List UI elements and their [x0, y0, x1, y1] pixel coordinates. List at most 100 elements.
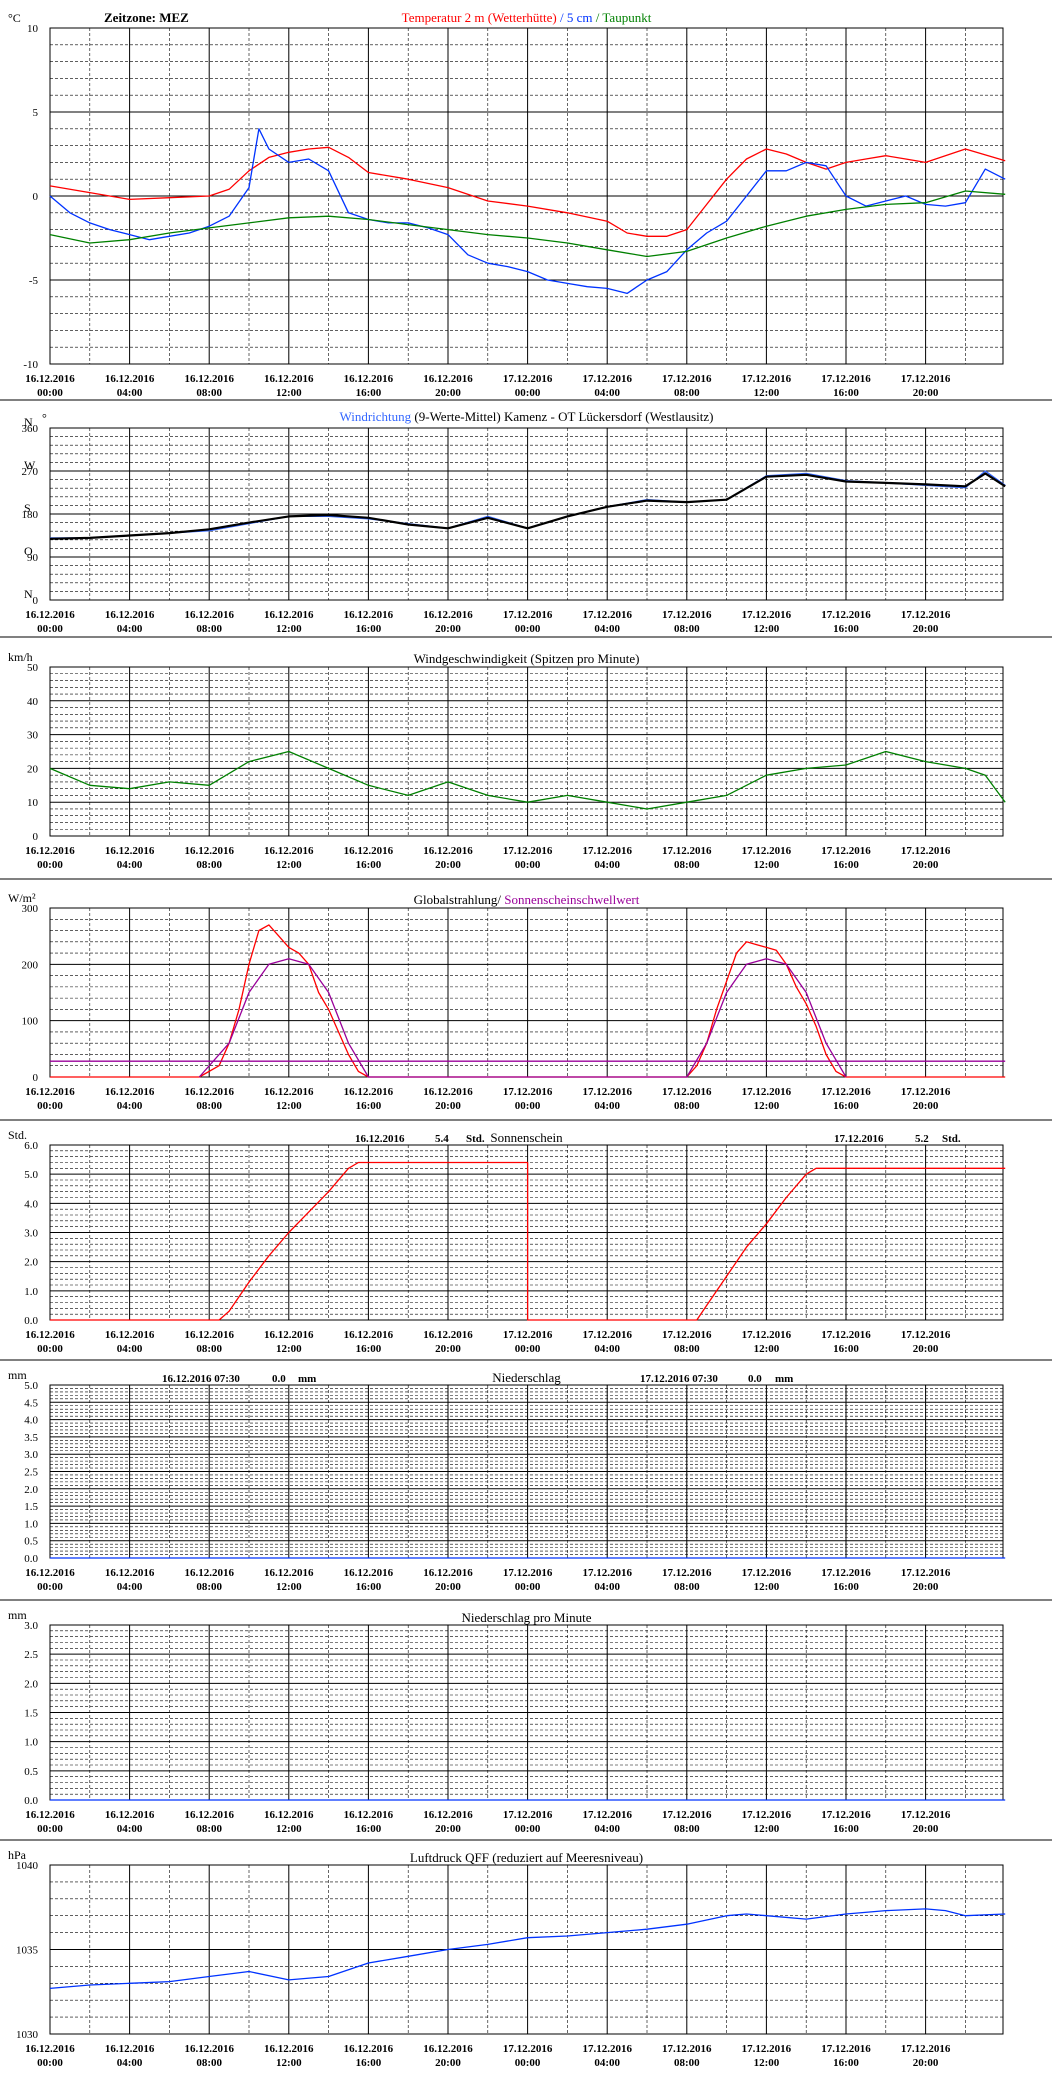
y-tick-label: 0.0	[24, 1553, 38, 1565]
x-tick-date: 17.12.2016	[821, 1809, 871, 1821]
x-tick-time: 16:00	[833, 859, 859, 871]
series-5-cm	[49, 128, 1006, 295]
x-tick-date: 17.12.2016	[582, 609, 632, 621]
x-tick-date: 17.12.2016	[662, 1086, 712, 1098]
x-tick-time: 08:00	[674, 1100, 700, 1112]
y-tick-label: 5.0	[24, 1169, 38, 1181]
x-tick-date: 16.12.2016	[264, 845, 314, 857]
x-tick-date: 16.12.2016	[344, 1567, 394, 1579]
x-tick-date: 17.12.2016	[582, 1809, 632, 1821]
compass-label: W	[24, 458, 36, 472]
x-tick-time: 04:00	[594, 1823, 620, 1835]
x-tick-date: 17.12.2016	[503, 845, 553, 857]
x-tick-time: 04:00	[117, 1100, 143, 1112]
x-tick-date: 16.12.2016	[184, 1567, 234, 1579]
x-tick-time: 12:00	[276, 2057, 302, 2069]
x-tick-date: 16.12.2016	[264, 1329, 314, 1341]
annotation-unit: Std.	[942, 1133, 961, 1145]
annotation-date: 17.12.2016 07:30	[640, 1373, 718, 1385]
x-tick-time: 20:00	[435, 623, 461, 635]
y-tick-label: 200	[22, 959, 39, 971]
x-tick-date: 17.12.2016	[901, 609, 951, 621]
x-tick-time: 04:00	[117, 859, 143, 871]
x-tick-time: 00:00	[37, 1100, 63, 1112]
series-windgeschwindigkeit	[49, 750, 1006, 810]
x-tick-date: 17.12.2016	[503, 373, 553, 385]
y-tick-label: 5.0	[24, 1380, 38, 1392]
plot-frame	[49, 427, 1004, 601]
y-tick-label: 1.5	[24, 1501, 38, 1513]
x-tick-date: 17.12.2016	[662, 1567, 712, 1579]
plot-frame	[49, 907, 1004, 1078]
y-tick-label: 0	[33, 831, 39, 843]
x-tick-time: 16:00	[356, 2057, 382, 2069]
x-tick-date: 16.12.2016	[105, 845, 155, 857]
y-tick-label: 2.0	[24, 1484, 38, 1496]
x-tick-time: 16:00	[833, 387, 859, 399]
panel-precipitation: 5.0 4.5 4.0 3.5 3.0 2.5 2.0 1.5 1.0 0.5 0.0 mm Niede…	[0, 1359, 1052, 1593]
y-tick-label: 0.5	[24, 1766, 38, 1778]
x-tick-time: 00:00	[515, 1823, 541, 1835]
degree-mark: °	[42, 411, 47, 425]
annotation-value: 0.0	[272, 1373, 286, 1385]
x-tick-time: 00:00	[515, 623, 541, 635]
x-tick-time: 00:00	[37, 1343, 63, 1355]
x-tick-time: 20:00	[913, 859, 939, 871]
x-tick-date: 17.12.2016	[742, 1086, 792, 1098]
unit-label: hPa	[8, 1848, 27, 1862]
x-tick-date: 17.12.2016	[662, 1809, 712, 1821]
y-tick-label: 3.0	[24, 1228, 38, 1240]
x-tick-date: 17.12.2016	[503, 2043, 553, 2055]
x-tick-date: 16.12.2016	[423, 609, 473, 621]
x-tick-date: 17.12.2016	[901, 845, 951, 857]
y-tick-label: 0.0	[24, 1795, 38, 1807]
x-tick-date: 17.12.2016	[503, 1086, 553, 1098]
x-tick-time: 00:00	[515, 1343, 541, 1355]
x-tick-date: 17.12.2016	[901, 1567, 951, 1579]
x-tick-time: 08:00	[674, 859, 700, 871]
x-tick-time: 20:00	[435, 859, 461, 871]
x-tick-time: 12:00	[276, 1343, 302, 1355]
x-tick-date: 16.12.2016	[423, 373, 473, 385]
annotation-unit: mm	[775, 1373, 793, 1385]
y-tick-label: 0	[33, 595, 39, 607]
x-tick-date: 17.12.2016	[901, 373, 951, 385]
x-tick-date: 17.12.2016	[821, 2043, 871, 2055]
x-tick-date: 16.12.2016	[423, 1086, 473, 1098]
x-tick-date: 16.12.2016	[184, 609, 234, 621]
x-tick-time: 12:00	[754, 1343, 780, 1355]
series-luftdruck-qff	[49, 1908, 1006, 1990]
x-tick-date: 17.12.2016	[503, 1329, 553, 1341]
y-tick-label: 300	[22, 903, 39, 915]
x-tick-date: 17.12.2016	[582, 1086, 632, 1098]
y-tick-label: 360	[22, 423, 39, 435]
x-tick-date: 16.12.2016	[184, 373, 234, 385]
y-tick-label: 0.5	[24, 1536, 38, 1548]
x-tick-time: 12:00	[276, 1823, 302, 1835]
y-tick-label: 3.5	[24, 1432, 38, 1444]
y-tick-label: 0	[33, 191, 39, 203]
x-tick-date: 17.12.2016	[742, 845, 792, 857]
y-tick-label: -5	[29, 275, 39, 287]
x-tick-time: 20:00	[435, 1581, 461, 1593]
unit-label: Std.	[8, 1128, 27, 1142]
x-tick-date: 17.12.2016	[582, 845, 632, 857]
x-tick-time: 00:00	[515, 1100, 541, 1112]
x-tick-date: 17.12.2016	[582, 373, 632, 385]
annotation-date: 16.12.2016	[355, 1133, 405, 1145]
x-tick-date: 17.12.2016	[901, 1329, 951, 1341]
x-tick-date: 17.12.2016	[821, 1567, 871, 1579]
x-tick-time: 04:00	[117, 2057, 143, 2069]
x-tick-date: 16.12.2016	[344, 373, 394, 385]
x-tick-date: 16.12.2016	[105, 1086, 155, 1098]
x-tick-time: 08:00	[196, 1823, 222, 1835]
x-tick-time: 04:00	[594, 1581, 620, 1593]
unit-label: W/m²	[8, 891, 36, 905]
x-tick-date: 17.12.2016	[742, 609, 792, 621]
x-tick-time: 20:00	[913, 387, 939, 399]
x-tick-time: 00:00	[37, 387, 63, 399]
x-tick-date: 16.12.2016	[423, 1567, 473, 1579]
x-tick-date: 16.12.2016	[184, 1809, 234, 1821]
x-tick-time: 04:00	[594, 623, 620, 635]
x-tick-time: 16:00	[833, 1581, 859, 1593]
